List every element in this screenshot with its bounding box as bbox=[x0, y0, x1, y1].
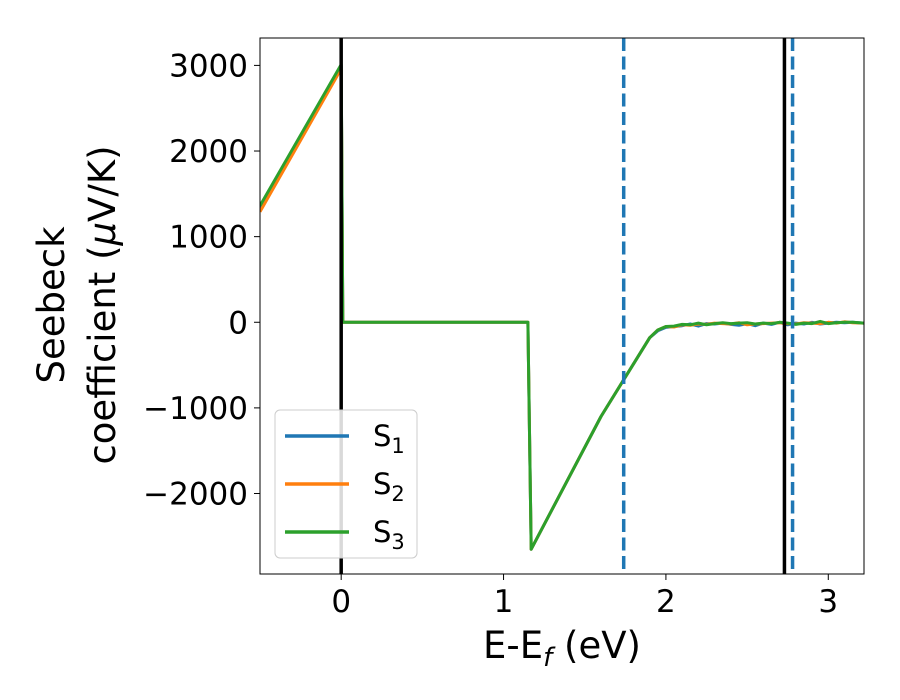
y-tick-label: 2000 bbox=[169, 134, 248, 170]
x-axis-title: E-Ef (eV) bbox=[483, 624, 641, 673]
legend-label-s3: S3 bbox=[373, 515, 405, 554]
x-tick-label: 3 bbox=[818, 584, 838, 620]
y-axis-title-line2: coefficient (μV/K) bbox=[81, 145, 124, 464]
series-line-s3 bbox=[260, 63, 864, 551]
y-axis-title-line1: Seebeck bbox=[30, 226, 73, 384]
legend-label-s2: S2 bbox=[373, 467, 405, 506]
y-tick-label: 3000 bbox=[169, 48, 248, 84]
x-axis-title-tail: (eV) bbox=[552, 624, 641, 667]
axes-frame bbox=[259, 37, 865, 575]
legend: S1 S2 S3 bbox=[274, 409, 418, 559]
y-tick-label: −1000 bbox=[143, 391, 248, 427]
plot-area bbox=[260, 38, 864, 574]
x-tick-label: 2 bbox=[656, 584, 676, 620]
y-tick-label: 1000 bbox=[169, 220, 248, 256]
x-tick-label: 1 bbox=[494, 584, 514, 620]
y-tick-label: −2000 bbox=[143, 477, 248, 513]
axis-ticks: 0 1 2 3 −2000 −1000 0 1000 2000 3000 bbox=[143, 48, 838, 620]
y-axis-title: Seebeck coefficient (μV/K) bbox=[30, 145, 124, 464]
x-axis-title-main: E-E bbox=[483, 624, 543, 667]
y-tick-label: 0 bbox=[228, 305, 248, 341]
legend-label-s1: S1 bbox=[373, 419, 405, 458]
x-tick-label: 0 bbox=[331, 584, 351, 620]
